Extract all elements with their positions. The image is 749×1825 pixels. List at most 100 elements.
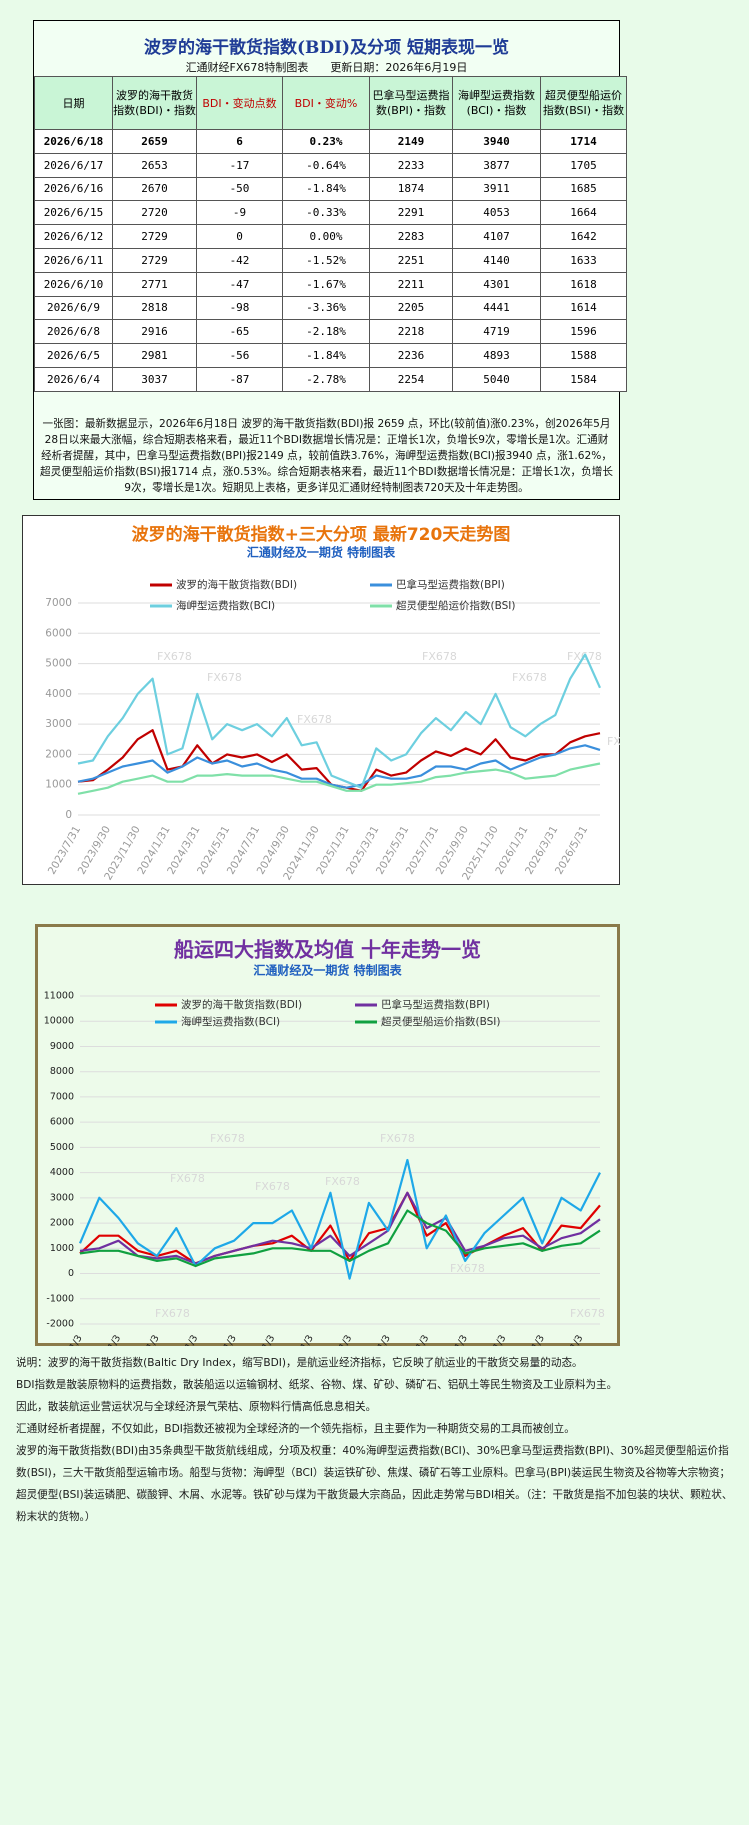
table-cell: 2026/6/5 — [34, 343, 113, 368]
series-line — [79, 1209, 601, 1268]
watermark: FX678 — [157, 650, 192, 663]
series-line — [78, 1158, 601, 1280]
y-tick-label: 2000 — [45, 748, 72, 760]
table-cell: -0.33% — [282, 200, 370, 226]
column-header: 超灵便型船运价指数(BSI)・指数 — [540, 76, 627, 130]
table-cell: -50 — [196, 176, 283, 202]
watermark: FX678 — [422, 650, 457, 663]
y-tick-label: 11000 — [44, 991, 74, 1002]
y-tick-label: 3000 — [45, 718, 72, 730]
subtitle: 汇通财经FX678特制图表 更新日期：2026年6月19日 — [185, 61, 468, 74]
table-cell: -1.84% — [282, 343, 370, 368]
table-cell: 1664 — [540, 200, 627, 226]
series-line — [79, 1191, 601, 1265]
table-cell: -1.52% — [282, 247, 370, 273]
table-cell: 2729 — [112, 247, 197, 273]
table-cell: 4140 — [452, 247, 541, 273]
y-tick-label: 8000 — [50, 1066, 74, 1077]
table-cell: 2026/6/4 — [34, 366, 113, 392]
column-header: 波罗的海干散货指数(BDI)・指数 — [112, 76, 197, 130]
column-header: 海岬型运费指数(BCI)・指数 — [452, 76, 541, 130]
chart-title: 波罗的海干散货指数+三大分项 最新720天走势图 — [132, 524, 511, 545]
legend-label: 巴拿马型运费指数(BPI) — [396, 578, 505, 591]
y-tick-label: 5000 — [45, 658, 72, 670]
note-line: 说明：波罗的海干散货指数(Baltic Dry Index，缩写BDI)，是航运… — [16, 1357, 583, 1369]
chart-title: 船运四大指数及均值 十年走势一览 — [174, 938, 481, 962]
series-line — [77, 653, 602, 789]
table-cell: 2026/6/10 — [34, 271, 113, 297]
table-cell: 2205 — [369, 295, 453, 321]
table-row: 2026/6/11 2729 -42 -1.52% 2251 4140 1633 — [34, 247, 627, 273]
column-header: BDI・变动% — [282, 76, 370, 130]
table-cell: 0 — [196, 224, 283, 249]
table-cell: 1714 — [540, 129, 627, 154]
legend-label: 波罗的海干散货指数(BDI) — [181, 998, 302, 1011]
y-tick-label: 7000 — [45, 597, 72, 609]
table-panel: 波罗的海干散货指数(BDI)及分项 短期表现一览 汇通财经FX678特制图表 更… — [33, 20, 627, 500]
note-line: 因此，散装航运业营运状况与全球经济景气荣枯、原物料行情高低息息相关。 — [16, 1401, 377, 1413]
table-cell: 4893 — [452, 343, 541, 368]
y-tick-label: 4000 — [50, 1167, 74, 1178]
table-cell: 2720 — [112, 200, 197, 226]
legend-label: 波罗的海干散货指数(BDI) — [176, 578, 297, 591]
y-tick-label: -1000 — [46, 1293, 74, 1304]
table-cell: -2.78% — [282, 366, 370, 392]
table-cell: -98 — [196, 295, 283, 321]
table-cell: 2218 — [369, 319, 453, 345]
y-tick-label: 10000 — [44, 1016, 74, 1027]
table-cell: 1633 — [540, 247, 627, 273]
table-cell: 2026/6/16 — [34, 176, 113, 202]
note-line: BDI指数是散装原物料的运费指数，散装船运以运输钢材、纸浆、谷物、煤、矿砂、磷矿… — [16, 1379, 618, 1391]
chart-subtitle: 汇通财经及一期货 特制图表 — [247, 545, 396, 560]
table-cell: 0.00% — [282, 224, 370, 249]
y-tick-label: 0 — [65, 809, 72, 821]
legend-label: 超灵便型船运价指数(BSI) — [396, 599, 515, 612]
table-cell: 4053 — [452, 200, 541, 226]
table-cell: -17 — [196, 152, 283, 178]
table-row: 2026/6/10 2771 -47 -1.67% 2211 4301 1618 — [34, 271, 627, 297]
table-cell: 2026/6/17 — [34, 152, 113, 178]
table-cell: 1685 — [540, 176, 627, 202]
table-cell: 2729 — [112, 224, 197, 249]
column-header: 日期 — [34, 76, 113, 130]
table-cell: -2.18% — [282, 319, 370, 345]
table-cell: 4107 — [452, 224, 541, 249]
legend-label: 超灵便型船运价指数(BSI) — [381, 1015, 500, 1028]
table-row: 2026/6/5 2981 -56 -1.84% 2236 4893 1588 — [34, 343, 627, 368]
y-tick-label: 3000 — [50, 1192, 74, 1203]
y-tick-label: 1000 — [50, 1243, 74, 1254]
table-cell: 2670 — [112, 176, 197, 202]
table-cell: 6 — [196, 129, 283, 154]
summary: 一张图：最新数据显示，2026年6月18日 波罗的海干散货指数(BDI)报 26… — [40, 418, 613, 494]
table-cell: -42 — [196, 247, 283, 273]
column-header: 巴拿马型运费指数(BPI)・指数 — [369, 76, 453, 130]
chart-frame — [35, 924, 620, 1346]
table-cell: 2026/6/12 — [34, 224, 113, 249]
table-cell: 3940 — [452, 129, 541, 154]
watermark: FX678 — [170, 1172, 205, 1185]
table-cell: 1584 — [540, 366, 627, 392]
table-cell: 2659 — [112, 129, 197, 154]
column-header: BDI・变动点数 — [196, 76, 283, 130]
table-row: 2026/6/15 2720 -9 -0.33% 2291 4053 1664 — [34, 200, 627, 226]
table-cell: 2653 — [112, 152, 197, 178]
notes: 说明：波罗的海干散货指数(Baltic Dry Index，缩写BDI)，是航运… — [16, 1352, 738, 1528]
table-cell: -0.64% — [282, 152, 370, 178]
table-cell: 2251 — [369, 247, 453, 273]
y-tick-label: 4000 — [45, 688, 72, 700]
table-cell: 2818 — [112, 295, 197, 321]
table-cell: -1.67% — [282, 271, 370, 297]
table-cell: 2026/6/18 — [34, 129, 113, 154]
table-cell: 2981 — [112, 343, 197, 368]
y-tick-label: 0 — [68, 1268, 74, 1279]
table-cell: 1874 — [369, 176, 453, 202]
table-cell: 1705 — [540, 152, 627, 178]
table-cell: 3911 — [452, 176, 541, 202]
table-row: 2026/6/17 2653 -17 -0.64% 2233 3877 1705 — [34, 152, 627, 178]
y-tick-label: 1000 — [45, 779, 72, 791]
table-cell: 3877 — [452, 152, 541, 178]
table-cell: 2291 — [369, 200, 453, 226]
watermark: FX678 — [607, 735, 620, 748]
